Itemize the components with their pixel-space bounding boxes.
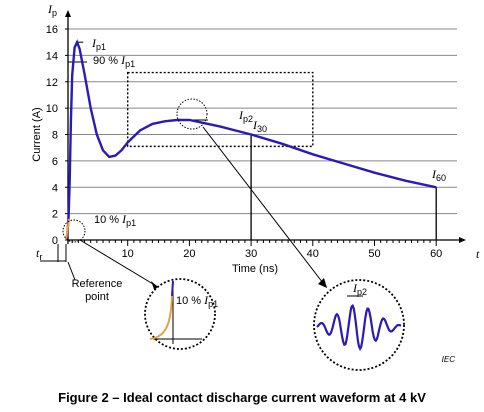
zoom1-top-curve — [171, 280, 174, 297]
y-tick-label-16: 16 — [46, 24, 58, 36]
x-axis-symbol: t — [476, 247, 480, 261]
x-axis-label: Time (ns) — [232, 263, 278, 275]
figure-caption: Figure 2 – Ideal contact discharge curre… — [58, 390, 426, 405]
x-tick-label-20: 20 — [183, 248, 195, 260]
grid-lines — [68, 28, 457, 215]
y-tick-label-10: 10 — [46, 103, 58, 115]
zoom2-ringing-curve — [316, 303, 402, 351]
zoom1-circle — [144, 278, 216, 350]
rise-time-label: tr — [36, 246, 42, 262]
x-axis-arrow — [459, 237, 466, 243]
zoom2-circle — [313, 279, 405, 371]
y-axis-label: Current (A) — [31, 107, 43, 161]
current-waveform-line — [64, 39, 437, 241]
ip1-label: Ip1 — [91, 36, 106, 52]
y-tick-label-6: 6 — [52, 156, 58, 168]
i30-label: I30 — [252, 118, 267, 134]
y-tick-label-12: 12 — [46, 77, 58, 89]
iec-watermark: IEC — [442, 355, 456, 364]
i60-label: I60 — [431, 167, 446, 183]
x-tick-label-50: 50 — [368, 248, 380, 260]
x-tick-label-60: 60 — [430, 248, 442, 260]
y-axis-arrow — [65, 10, 71, 17]
rise-segment — [65, 218, 71, 241]
reference-lines — [68, 41, 437, 240]
zoom2-arrow — [318, 278, 327, 288]
zoom1-rise-curve — [149, 295, 173, 340]
y-tick-label-4: 4 — [52, 182, 58, 194]
y-axis-symbol: Ip — [47, 2, 57, 18]
zoom-insets: 10 % Ip1 Ip2 — [62, 98, 405, 371]
reference-point-label-2: point — [85, 291, 109, 303]
x-tick-label-40: 40 — [307, 248, 319, 260]
y-tick-label-0: 0 — [52, 235, 58, 247]
reference-point-label-1: Reference — [72, 278, 123, 290]
focus-circle-rise — [62, 219, 86, 243]
ip2-label: Ip2 — [238, 108, 253, 124]
pct10-label: 10 % Ip1 — [94, 212, 136, 228]
plateau-window — [126, 71, 314, 148]
y-tick-label-14: 14 — [46, 50, 58, 62]
zoom2-leader — [202, 126, 324, 284]
focus-circle-peak2 — [176, 98, 208, 130]
x-tick-label-30: 30 — [245, 248, 257, 260]
zoom1-label: 10 % Ip1 — [176, 293, 218, 309]
zoom2-label: Ip2 — [352, 281, 367, 297]
x-tick-label-10: 10 — [122, 248, 134, 260]
y-tick-label-8: 8 — [52, 130, 58, 142]
zoom1-leader — [79, 239, 159, 288]
pct90-label: 90 % Ip1 — [93, 53, 135, 69]
y-tick-label-2: 2 — [52, 209, 58, 221]
tick-labels: 0 2 4 6 8 10 12 14 16 10 20 30 40 50 60 t Time (ns) Curre… — [31, 2, 480, 275]
reference-point-leader — [67, 261, 76, 281]
